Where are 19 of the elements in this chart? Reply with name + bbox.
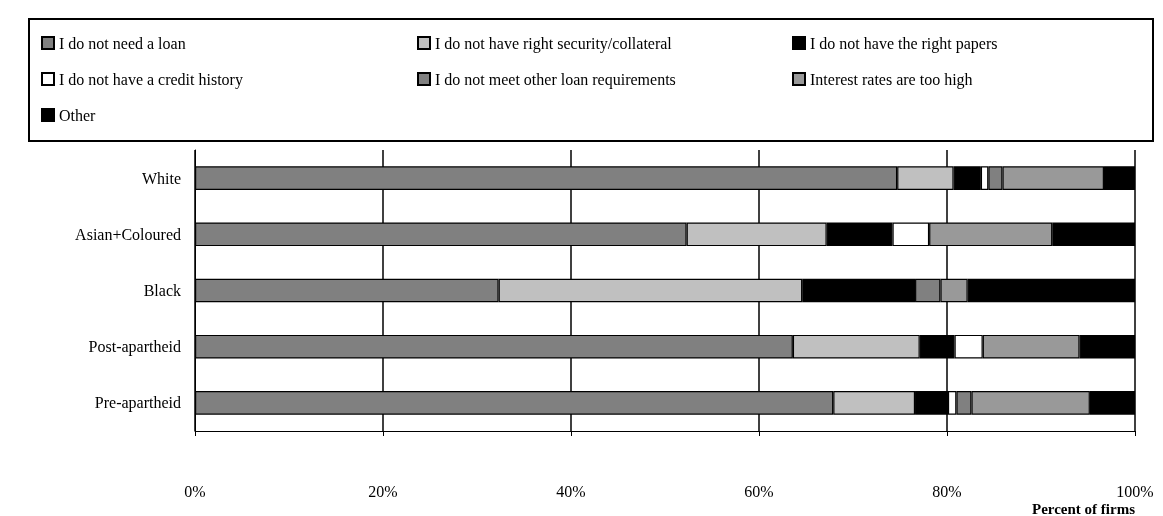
legend-label: I do not have a credit history — [59, 70, 243, 89]
legend-label: Other — [59, 106, 97, 124]
y-tick-label: Post-apartheid — [88, 338, 181, 357]
legend-label: I do not need a loan — [59, 34, 186, 52]
legend-label: I do not meet other loan requirements — [435, 70, 676, 89]
legend-label: I do not have right security/collateral — [435, 34, 673, 53]
x-tick-label: 100% — [1116, 482, 1154, 500]
x-tick-label: 20% — [368, 482, 398, 500]
x-tick-label: 0% — [184, 482, 206, 500]
x-tick-label: 60% — [744, 482, 774, 500]
y-tick-label: White — [141, 169, 181, 187]
legend-label: Interest rates are too high — [810, 70, 973, 89]
x-tick-label: 80% — [932, 482, 962, 500]
y-tick-label: Asian+Coloured — [75, 225, 181, 243]
x-tick-label: 40% — [556, 482, 586, 500]
y-tick-label: Black — [143, 282, 181, 299]
legend-label: I do not have the right papers — [810, 34, 998, 53]
y-tick-label: Pre-apartheid — [94, 394, 181, 413]
x-axis-title: Percent of firms — [1031, 500, 1136, 516]
